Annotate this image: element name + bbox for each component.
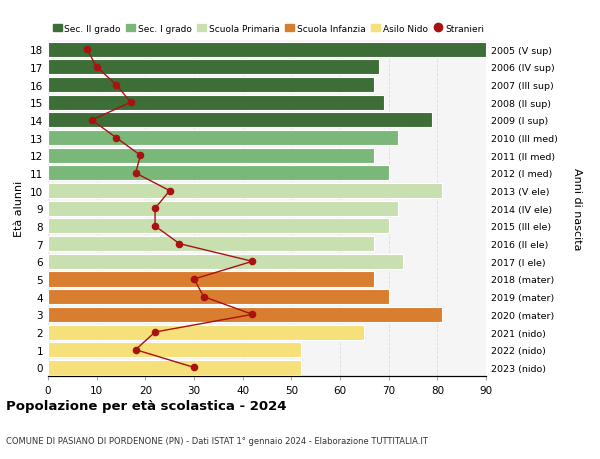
Bar — [48, 254, 403, 269]
Bar — [48, 325, 364, 340]
Text: Popolazione per età scolastica - 2024: Popolazione per età scolastica - 2024 — [6, 399, 287, 412]
Point — [112, 134, 121, 142]
Point — [189, 276, 199, 283]
Bar — [48, 148, 374, 163]
Bar — [48, 60, 379, 75]
Bar — [48, 342, 301, 358]
Point — [189, 364, 199, 371]
Y-axis label: Anni di nascita: Anni di nascita — [572, 168, 581, 250]
Bar — [48, 166, 389, 181]
Point — [248, 311, 257, 319]
Bar — [48, 219, 389, 234]
Point — [136, 152, 145, 160]
Point — [82, 46, 92, 54]
Point — [175, 241, 184, 248]
Bar — [48, 95, 384, 111]
Bar — [48, 360, 301, 375]
Point — [131, 346, 140, 353]
Point — [126, 99, 136, 106]
Bar — [48, 78, 374, 93]
Bar — [48, 202, 398, 216]
Bar — [48, 131, 398, 146]
Point — [150, 329, 160, 336]
Point — [248, 258, 257, 265]
Bar — [48, 43, 486, 58]
Legend: Sec. II grado, Sec. I grado, Scuola Primaria, Scuola Infanzia, Asilo Nido, Stran: Sec. II grado, Sec. I grado, Scuola Prim… — [53, 24, 484, 34]
Point — [150, 205, 160, 213]
Bar — [48, 184, 442, 199]
Point — [131, 170, 140, 177]
Text: COMUNE DI PASIANO DI PORDENONE (PN) - Dati ISTAT 1° gennaio 2024 - Elaborazione : COMUNE DI PASIANO DI PORDENONE (PN) - Da… — [6, 436, 428, 445]
Point — [92, 64, 101, 72]
Bar — [48, 307, 442, 322]
Bar — [48, 272, 374, 287]
Bar — [48, 113, 433, 128]
Point — [199, 293, 209, 301]
Point — [150, 223, 160, 230]
Bar — [48, 290, 389, 304]
Point — [87, 117, 97, 124]
Y-axis label: Età alunni: Età alunni — [14, 181, 25, 237]
Bar — [48, 237, 374, 252]
Point — [165, 188, 175, 195]
Point — [112, 82, 121, 89]
